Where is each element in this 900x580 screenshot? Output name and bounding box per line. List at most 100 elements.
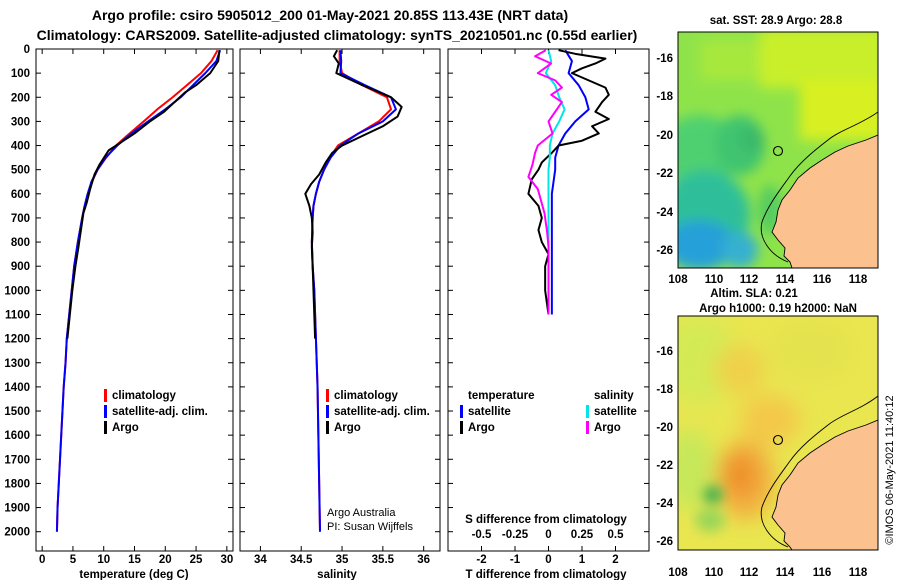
sal-legend-label-climatology: climatology xyxy=(334,390,399,402)
imos-stamp: ©IMOS 06-May-2021 11:40:12 xyxy=(884,395,896,544)
sst-map-ytick: -26 xyxy=(656,245,673,257)
y-tick-label: 1400 xyxy=(4,382,30,394)
annotation-pi: PI: Susan Wijffels xyxy=(327,521,413,533)
temperature-panel: 0100200300400500600700800900100011001200… xyxy=(4,44,234,580)
legend-label-argo: Argo xyxy=(112,422,139,434)
sst-map-xtick: 114 xyxy=(776,274,795,286)
x-tick-label: 34.5 xyxy=(290,554,313,566)
legend-swatch-t-argo xyxy=(460,421,463,434)
height-map-image xyxy=(678,316,878,550)
y-tick-label: 500 xyxy=(11,165,30,177)
s-tick-label: 0.25 xyxy=(571,529,594,541)
legend-label-s-argo: Argo xyxy=(594,422,621,434)
sst-map-ytick: -24 xyxy=(656,207,673,219)
y-tick-label: 200 xyxy=(11,92,30,104)
sst-map-xtick: 116 xyxy=(813,274,832,286)
legend-title-temperature: temperature xyxy=(468,390,534,402)
s-tick-label: 0.5 xyxy=(608,529,625,541)
sal-legend-label-satellite-adj: satellite-adj. clim. xyxy=(334,406,430,418)
x-tick-label: 20 xyxy=(159,554,172,566)
legend-label-climatology: climatology xyxy=(112,390,177,402)
sst-map-image xyxy=(678,32,878,268)
series-line-climatology xyxy=(55,49,219,532)
height-map-xtick: 114 xyxy=(776,567,795,579)
temperature-legend: climatology satellite-adj. clim. Argo xyxy=(104,389,208,434)
title-line-2: Climatology: CARS2009. Satellite-adjuste… xyxy=(37,27,638,43)
y-tick-label: 1600 xyxy=(4,430,30,442)
y-tick-label: 1900 xyxy=(4,503,30,515)
sst-map-xtick: 108 xyxy=(668,274,688,286)
sst-map-ytick: -20 xyxy=(656,130,673,142)
height-map-xtick: 116 xyxy=(813,567,832,579)
legend-title-salinity: salinity xyxy=(594,390,634,402)
height-map-xtick: 118 xyxy=(849,567,868,579)
sst-map: sat. SST: 28.9 Argo: 28.8 108 xyxy=(656,15,879,300)
height-map-ytick: -18 xyxy=(656,384,673,396)
difference-xlabel: T difference from climatology xyxy=(465,569,627,580)
x-tick-label: 25 xyxy=(190,554,203,566)
temperature-xlabel: temperature (deg C) xyxy=(79,569,188,580)
sst-map-xtick: 112 xyxy=(740,274,759,286)
height-map-ticks: 108 110 112 114 116 118 -16 -18 -20 -22 … xyxy=(656,346,868,579)
series-line-argo xyxy=(304,49,403,339)
salinity-legend: climatology satellite-adj. clim. Argo xyxy=(326,389,430,434)
x-tick-label: 1 xyxy=(579,554,586,566)
y-tick-label: 900 xyxy=(11,261,30,273)
series-line-argo xyxy=(66,50,221,339)
sst-map-ytick: -22 xyxy=(656,168,673,180)
height-map-ytick: -22 xyxy=(656,460,673,472)
x-tick-label: 5 xyxy=(70,554,77,566)
sst-map-ticks: 108 110 112 114 116 118 -16 -18 -20 -22 … xyxy=(656,53,868,286)
temperature-axes-frame xyxy=(35,48,234,552)
altim-sla-label: Altim. SLA: 0.21 xyxy=(710,288,798,300)
argo-location-marker-top xyxy=(772,145,784,157)
legend-swatch-satellite-adj xyxy=(104,405,107,418)
legend-swatch-argo xyxy=(104,421,107,434)
temperature-lines xyxy=(55,49,222,532)
salinity-axes-frame xyxy=(239,48,441,552)
sst-map-xtick: 110 xyxy=(705,274,724,286)
sst-map-title: sat. SST: 28.9 Argo: 28.8 xyxy=(710,15,843,27)
difference-xlabel-salinity: S difference from climatology xyxy=(465,514,627,526)
s-tick-label: -0.25 xyxy=(502,529,529,541)
y-tick-label: 1500 xyxy=(4,406,30,418)
height-map: Argo h1000: 0.19 h2000: NaN 108 xyxy=(656,303,879,579)
temperature-ticks: 0100200300400500600700800900100011001200… xyxy=(4,44,233,566)
legend-label-t-argo: Argo xyxy=(468,422,495,434)
x-tick-label: 0 xyxy=(545,554,551,566)
salinity-lines xyxy=(304,49,403,532)
legend-swatch-s-argo xyxy=(586,421,589,434)
series-line-satellite-adj-clim- xyxy=(310,50,397,532)
x-tick-label: 34 xyxy=(254,554,267,566)
annotation-argo-australia: Argo Australia xyxy=(327,507,396,519)
y-tick-label: 100 xyxy=(11,68,30,80)
y-tick-label: 1200 xyxy=(4,334,30,346)
height-map-ytick: -26 xyxy=(656,536,673,548)
sal-legend-label-argo: Argo xyxy=(334,422,361,434)
x-tick-label: 30 xyxy=(220,554,233,566)
salinity-panel: 34 34.5 35 35.5 36 salinity climatology sate… xyxy=(239,48,441,580)
y-tick-label: 1000 xyxy=(4,285,30,297)
series-line-s-argo xyxy=(527,49,563,315)
sal-legend-swatch-argo xyxy=(326,421,329,434)
difference-legend: temperature salinity satellite Argo sate… xyxy=(460,390,637,434)
salinity-xlabel: salinity xyxy=(317,569,357,580)
height-map-frame xyxy=(677,315,879,551)
height-map-ytick: -20 xyxy=(656,422,673,434)
s-tick-label: -0.5 xyxy=(472,529,492,541)
x-tick-label: 2 xyxy=(612,554,618,566)
argo-location-marker-bottom xyxy=(772,434,784,446)
salinity-difference-ticks: -0.5 -0.25 0 0.25 0.5 xyxy=(472,529,625,541)
x-tick-label: 36 xyxy=(417,554,430,566)
height-map-ytick: -24 xyxy=(656,498,673,510)
x-tick-label: 15 xyxy=(128,554,141,566)
sal-legend-swatch-climatology xyxy=(326,389,329,402)
height-map-xtick: 112 xyxy=(740,567,759,579)
y-tick-label: 700 xyxy=(11,213,30,225)
sst-map-ytick: -18 xyxy=(656,91,673,103)
y-tick-label: 400 xyxy=(11,141,30,153)
legend-swatch-t-satellite xyxy=(460,405,463,418)
legend-label-satellite-adj: satellite-adj. clim. xyxy=(112,406,208,418)
series-line-t-satellite xyxy=(550,49,590,315)
